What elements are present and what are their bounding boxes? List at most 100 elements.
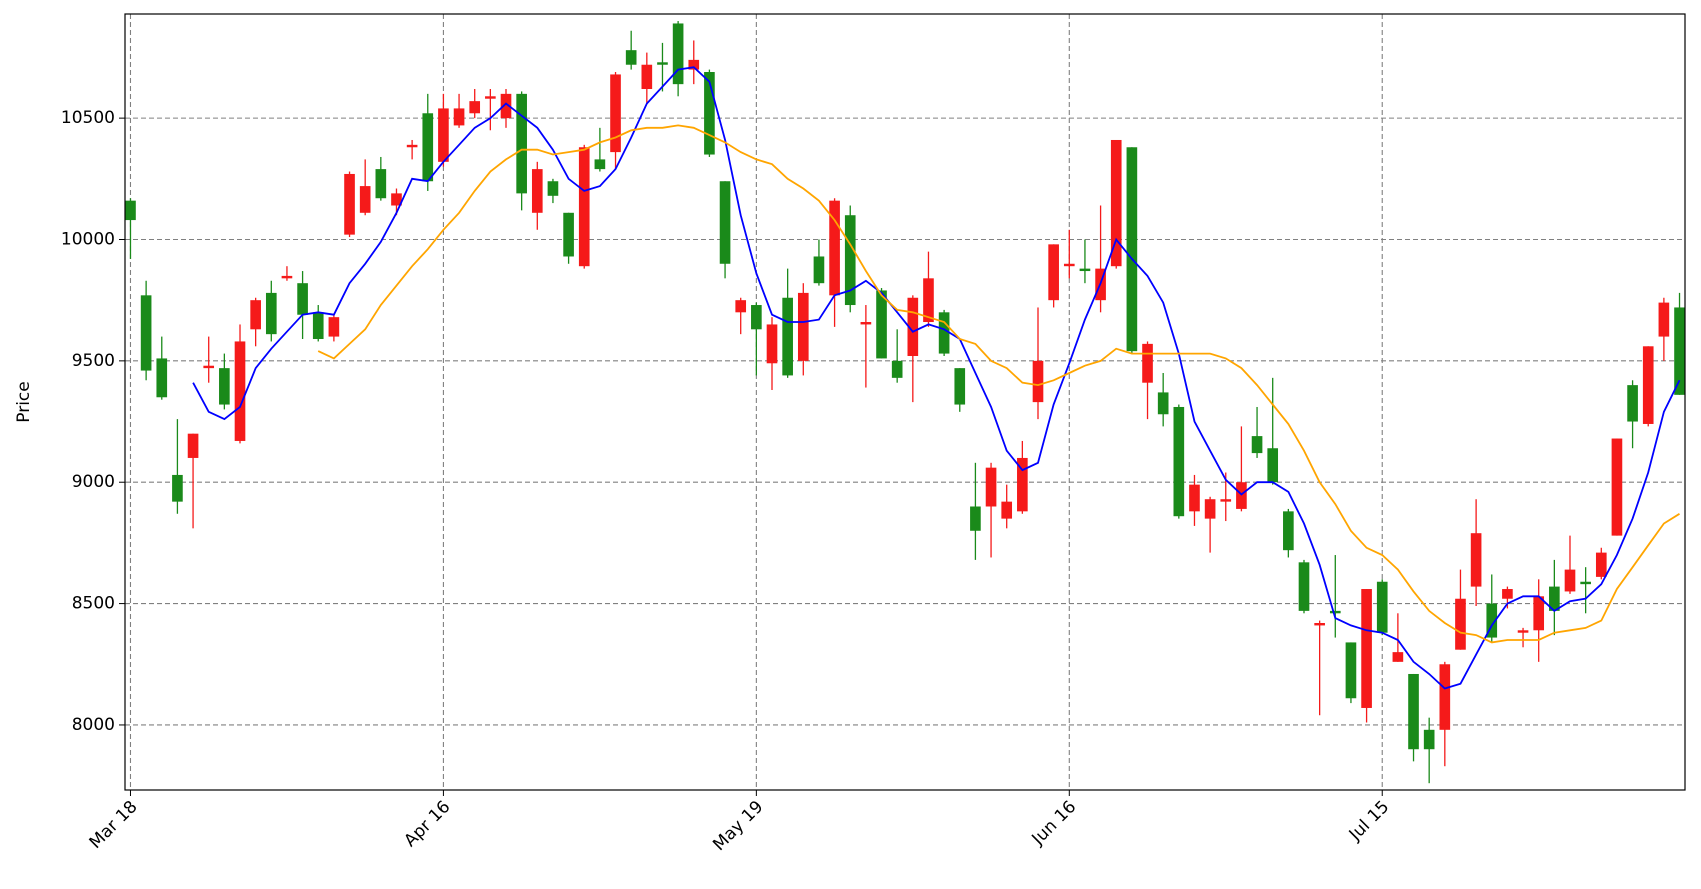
candle-body xyxy=(1142,343,1153,383)
candle-body xyxy=(954,368,966,405)
candle-body xyxy=(281,275,293,279)
candle-body xyxy=(1220,499,1232,502)
candle-body xyxy=(1267,448,1279,483)
candle-body xyxy=(1658,302,1670,337)
candle-body xyxy=(1063,263,1075,267)
plot-frame xyxy=(124,13,1686,791)
candle-body xyxy=(923,278,934,323)
y-tick-label: 9500 xyxy=(72,351,115,371)
candle-body xyxy=(563,212,574,257)
candle-body xyxy=(172,474,183,502)
candle-body xyxy=(156,358,168,398)
candle-body xyxy=(1314,623,1325,626)
candle-body xyxy=(391,193,402,206)
candle-body xyxy=(1642,346,1654,424)
candle-body xyxy=(1533,596,1545,631)
candle-body xyxy=(547,181,559,196)
candle-body xyxy=(1001,501,1013,519)
candle-body xyxy=(844,215,856,306)
candle-body xyxy=(876,290,887,359)
candle-body xyxy=(578,147,590,267)
candle-body xyxy=(297,283,308,315)
candle-body xyxy=(704,72,715,155)
candle-body xyxy=(422,113,434,182)
candle-body xyxy=(985,467,997,507)
candle-body xyxy=(735,300,747,313)
candle-body xyxy=(406,144,418,148)
candle-body xyxy=(344,173,355,235)
candle-body xyxy=(719,181,731,264)
candle-body xyxy=(453,108,465,126)
candle-body xyxy=(187,433,199,458)
candle-body xyxy=(766,324,778,364)
candle-body xyxy=(1329,610,1341,614)
candle-body xyxy=(1470,533,1482,587)
candle-body xyxy=(1157,392,1169,415)
candle-body xyxy=(531,169,543,213)
candle-body xyxy=(1345,642,1357,699)
candle-body xyxy=(1408,673,1419,750)
candle-body xyxy=(328,317,340,337)
candle-body xyxy=(641,64,653,90)
candle-body xyxy=(438,108,449,162)
candle-body xyxy=(1392,652,1404,662)
candle-body xyxy=(1455,598,1466,650)
y-tick-label: 9000 xyxy=(72,472,115,492)
candle-body xyxy=(203,365,215,369)
candle-body xyxy=(1595,552,1607,577)
candle-body xyxy=(610,74,621,153)
candle-body xyxy=(688,59,700,70)
candle-body xyxy=(1376,581,1388,633)
candle-body xyxy=(1079,268,1091,272)
candle-body xyxy=(1486,603,1498,638)
candle-body xyxy=(829,200,840,296)
candle-body xyxy=(1017,457,1028,512)
candle-body xyxy=(657,62,668,65)
candle-body xyxy=(625,50,637,65)
candle-body xyxy=(219,368,230,405)
y-tick-label: 10500 xyxy=(61,108,115,128)
candle-body xyxy=(375,169,387,199)
candle-body xyxy=(125,200,136,221)
candle-body xyxy=(672,23,684,85)
candle-body xyxy=(594,159,606,170)
candle-body xyxy=(1423,729,1435,750)
candle-body xyxy=(1126,147,1138,352)
y-tick-label: 8000 xyxy=(72,715,115,735)
candle-body xyxy=(1298,562,1310,611)
candle-body xyxy=(1627,385,1638,422)
moving-average-line xyxy=(317,124,1680,644)
candle-body xyxy=(1283,511,1294,551)
candle-body xyxy=(1502,589,1513,599)
candle-body xyxy=(751,305,762,330)
candle-body xyxy=(1549,586,1560,611)
y-tick-label: 8500 xyxy=(72,594,115,614)
candle-body xyxy=(140,295,152,371)
candle-body xyxy=(234,341,246,441)
candle-body xyxy=(797,292,809,361)
candle-body xyxy=(1439,664,1451,730)
candle-body xyxy=(359,186,371,213)
y-axis-label: Price xyxy=(14,381,34,422)
candle-body xyxy=(813,256,825,284)
candle-body xyxy=(1564,569,1576,592)
candle-body xyxy=(485,96,496,99)
candle-body xyxy=(907,297,919,357)
candle-body xyxy=(970,506,981,531)
y-tick-label: 10000 xyxy=(61,229,115,249)
candle-body xyxy=(312,312,324,340)
candle-body xyxy=(891,360,903,378)
candle-body xyxy=(938,312,950,354)
moving-average-line xyxy=(192,66,1681,690)
candle-body xyxy=(516,93,527,194)
candle-body xyxy=(1110,139,1122,267)
candle-body xyxy=(265,292,277,335)
candle-body xyxy=(1173,406,1185,517)
candle-body xyxy=(1580,581,1591,585)
candle-body xyxy=(1674,307,1685,395)
candle-body xyxy=(1251,436,1263,454)
candle-body xyxy=(782,297,793,376)
candle-body xyxy=(1204,499,1216,519)
